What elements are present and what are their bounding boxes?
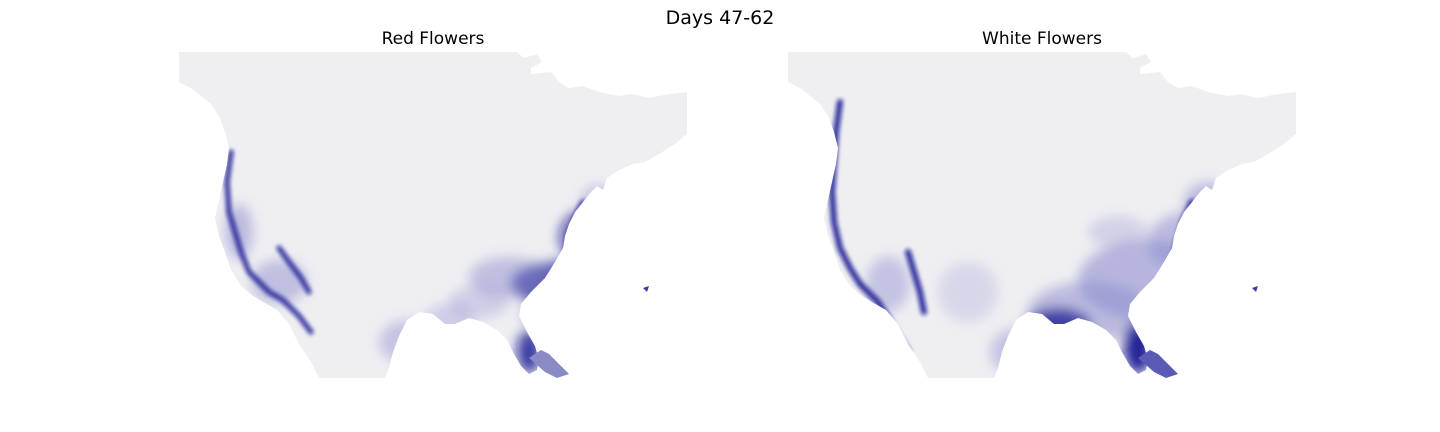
land-base [788,52,1296,378]
map-panel-red-flowers: Red Flowers [179,28,687,378]
panel-title-white-flowers: White Flowers [982,29,1102,49]
density-blob [379,320,439,364]
heatmap-white-flowers [788,52,1296,378]
map-panel-white-flowers: White Flowers [788,28,1296,378]
density-streak [905,249,927,315]
density-blob [559,209,619,265]
islands-red [529,286,649,378]
density-blob [517,330,541,374]
density-blob [423,304,475,340]
density-blob [1024,308,1092,348]
density-streak [276,245,312,295]
density-blob [990,328,1046,376]
density-blob [938,262,998,322]
land-base [179,52,687,378]
density-blob [1148,212,1228,272]
heatmap-red-flowers [179,52,687,378]
density-streak [248,271,314,335]
figure-title: Days 47-62 [665,7,775,29]
map-white-flowers [788,52,1296,378]
density-streak [829,99,863,287]
panel-title-red-flowers: Red Flowers [381,29,485,49]
density-blob [521,300,557,328]
density-blob [581,186,617,218]
islands-white [1138,286,1258,378]
density-blob [1088,216,1148,248]
map-red-flowers [179,52,687,378]
density-blob [866,256,910,312]
density-streak [224,149,252,275]
